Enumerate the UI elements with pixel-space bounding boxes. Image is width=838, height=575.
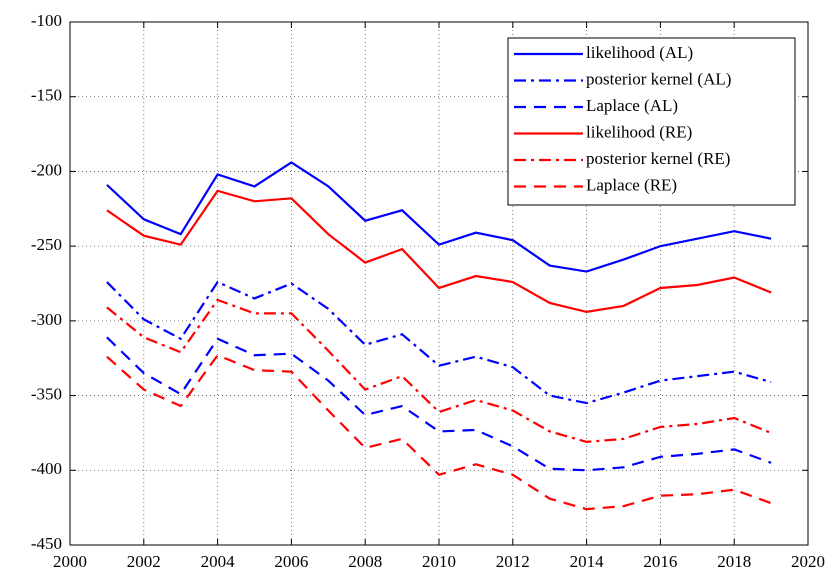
y-tick-label: -450 xyxy=(31,534,62,553)
legend: likelihood (AL) posterior kernel (AL) Lapl… xyxy=(507,37,796,206)
x-tick-label: 2016 xyxy=(643,552,677,571)
x-tick-label: 2014 xyxy=(570,552,605,571)
y-tick-label: -200 xyxy=(31,160,62,179)
x-tick-label: 2004 xyxy=(201,552,236,571)
x-tick-label: 2008 xyxy=(348,552,382,571)
x-tick-label: 2018 xyxy=(717,552,751,571)
legend-label: Laplace (RE) xyxy=(586,175,677,194)
legend-label: posterior kernel (RE) xyxy=(586,149,730,168)
x-tick-label: 2002 xyxy=(127,552,161,571)
x-tick-label: 2012 xyxy=(496,552,530,571)
series-line xyxy=(106,280,772,405)
legend-label: posterior kernel (AL) xyxy=(586,69,731,88)
legend-label: likelihood (RE) xyxy=(586,122,692,141)
plot-frame xyxy=(69,21,809,546)
x-tick-label: 2000 xyxy=(53,552,87,571)
y-tick-label: -150 xyxy=(31,86,62,105)
series-line xyxy=(106,189,772,314)
y-tick-label: -250 xyxy=(31,235,62,254)
x-tick-label: 2020 xyxy=(791,552,825,571)
y-tick-label: -400 xyxy=(31,459,62,478)
series-line xyxy=(106,336,772,472)
series-line xyxy=(106,298,772,444)
series-line xyxy=(106,353,772,511)
y-tick-label: -350 xyxy=(31,384,62,403)
x-tick-label: 2010 xyxy=(422,552,456,571)
legend-box xyxy=(507,37,796,206)
y-tick-label: -300 xyxy=(31,310,62,329)
y-tick-label: -100 xyxy=(31,11,62,30)
x-tick-label: 2006 xyxy=(274,552,308,571)
series-line xyxy=(106,161,772,273)
legend-label: likelihood (AL) xyxy=(586,43,693,62)
legend-label: Laplace (AL) xyxy=(586,96,678,115)
